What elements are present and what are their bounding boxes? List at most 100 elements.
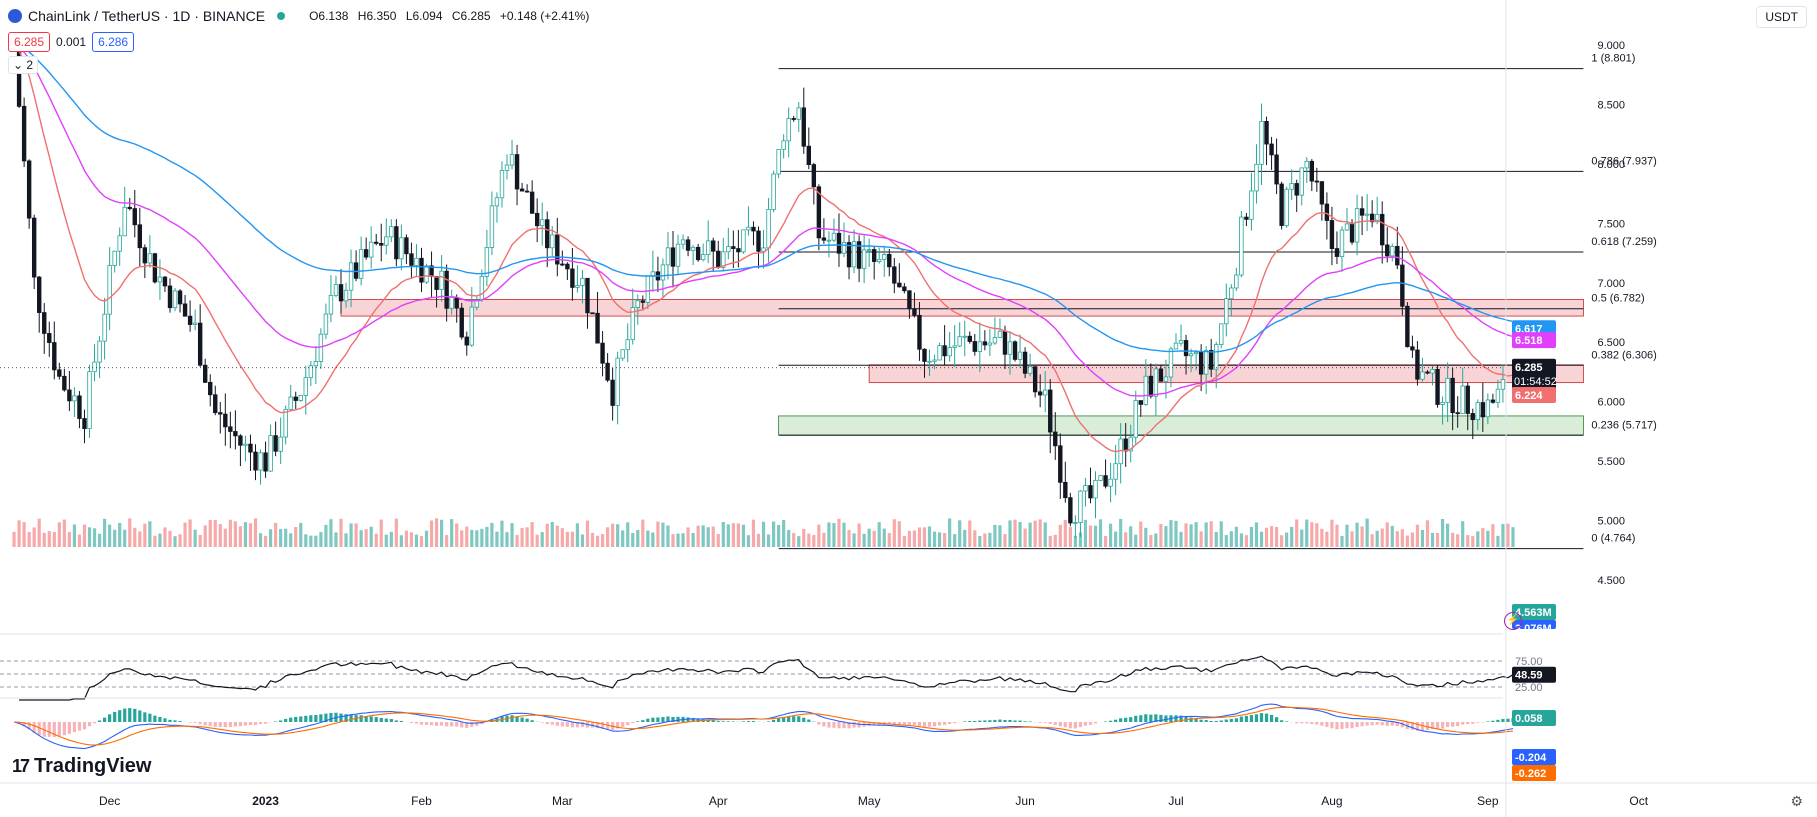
buy-price-button[interactable]: 6.286 <box>92 32 135 52</box>
volume-bar <box>771 521 776 547</box>
volume-bar <box>1435 532 1440 547</box>
macd-histogram-bar <box>434 722 439 726</box>
volume-bar <box>766 534 771 547</box>
volume-bar <box>1179 531 1183 547</box>
volume-bar <box>450 519 454 547</box>
candle-body <box>1073 522 1078 524</box>
macd-histogram-bar <box>676 716 680 722</box>
macd-histogram-bar <box>1224 719 1228 722</box>
candle-body <box>1329 220 1335 249</box>
lightning-icon[interactable]: ⚡ <box>1504 612 1522 630</box>
volume-bar <box>445 535 449 547</box>
macd-histogram-bar <box>1053 722 1057 725</box>
candle-body <box>1269 143 1274 156</box>
candle-body <box>112 250 117 266</box>
time-tick-label: Apr <box>709 794 728 808</box>
volume-bar <box>27 531 31 547</box>
candle-body <box>534 212 540 227</box>
price-tick-label: 4.500 <box>1597 575 1625 587</box>
volume-bar <box>1486 530 1490 547</box>
candle-body <box>1128 436 1133 452</box>
volume-bar <box>736 523 740 547</box>
volume-ma-value-tag-bg <box>1512 620 1556 629</box>
tradingview-logo-text: TradingView <box>34 755 152 777</box>
volume-bar <box>17 520 21 547</box>
candle-body <box>811 164 817 188</box>
candle-body <box>922 348 927 362</box>
volume-bar <box>1385 522 1389 547</box>
candle-body <box>187 315 193 325</box>
candle-body <box>469 306 474 346</box>
macd-histogram-bar <box>892 722 896 725</box>
macd-histogram-bar <box>998 719 1002 722</box>
macd-histogram-bar <box>1486 721 1490 722</box>
candle-body <box>1430 369 1435 374</box>
volume-bar <box>1415 524 1420 547</box>
volume-bar <box>133 527 137 547</box>
candle-body <box>912 308 917 316</box>
symbol-title[interactable]: ChainLink / TetherUS · 1D · BINANCE <box>28 8 266 24</box>
macd-histogram-bar <box>1451 722 1455 727</box>
volume-bar <box>666 525 670 547</box>
candle-body <box>1349 223 1355 243</box>
candle-body <box>635 300 640 309</box>
volume-bar <box>248 523 253 547</box>
candle-body <box>1027 366 1033 374</box>
sell-price-button[interactable]: 6.285 <box>8 32 51 52</box>
gear-icon[interactable]: ⚙ <box>1790 793 1803 809</box>
volume-bar <box>1395 531 1399 547</box>
volume-bar <box>847 530 851 547</box>
macd-histogram-bar <box>1234 718 1238 722</box>
candle-body <box>524 190 530 193</box>
macd-histogram-bar <box>480 722 484 725</box>
volume-bar <box>203 525 207 547</box>
tradingview-logo[interactable]: 17 TradingView <box>12 755 151 778</box>
volume-bar <box>424 530 429 547</box>
volume-bar <box>1234 526 1238 547</box>
candle-body <box>600 342 605 364</box>
ohlc-readout: O6.138 H6.350 L6.094 C6.285 +0.148 (+2.4… <box>309 9 595 23</box>
macd-histogram-bar <box>988 720 992 722</box>
macd-histogram-bar <box>575 722 580 728</box>
macd-histogram-bar <box>560 722 564 727</box>
candle-body <box>1012 341 1018 360</box>
macd-histogram-bar <box>746 721 751 722</box>
candle-body <box>117 235 122 252</box>
candle-body <box>1224 298 1229 325</box>
macd-signal-line <box>14 706 1514 746</box>
indicators-toggle[interactable]: ⌄ 2 <box>8 56 39 74</box>
candle-body <box>615 357 620 406</box>
candle-body <box>831 232 837 241</box>
candle-body <box>927 360 932 363</box>
macd-histogram-bar <box>1456 722 1460 727</box>
candle-body <box>182 303 188 317</box>
volume-bar <box>1008 520 1012 547</box>
volume-bar <box>1335 524 1339 547</box>
macd-histogram-bar <box>1129 717 1133 722</box>
candle-body <box>1304 160 1309 169</box>
volume-bar <box>304 534 308 547</box>
candle-body <box>177 290 183 305</box>
candle-body <box>519 188 525 192</box>
macd-histogram-bar <box>525 718 529 722</box>
macd-histogram-bar <box>304 715 308 722</box>
macd-histogram-bar <box>1410 722 1414 730</box>
volume-bar <box>963 529 967 547</box>
macd-histogram-bar <box>1310 722 1314 725</box>
candle-body <box>826 239 832 242</box>
macd-histogram-bar <box>1259 713 1264 722</box>
candle-body <box>726 246 731 253</box>
currency-selector[interactable]: USDT <box>1756 6 1807 28</box>
candle-body <box>716 250 721 268</box>
candle-body <box>1309 160 1314 182</box>
candle-body <box>1294 183 1299 196</box>
candle-body <box>379 243 384 246</box>
macd-histogram-bar <box>555 722 559 726</box>
volume-bar <box>384 534 388 547</box>
candle-body <box>384 236 389 246</box>
candle-body <box>87 371 92 430</box>
candle-body <box>1219 323 1224 345</box>
macd-histogram-bar <box>711 720 715 722</box>
volume-bar <box>1083 519 1088 547</box>
